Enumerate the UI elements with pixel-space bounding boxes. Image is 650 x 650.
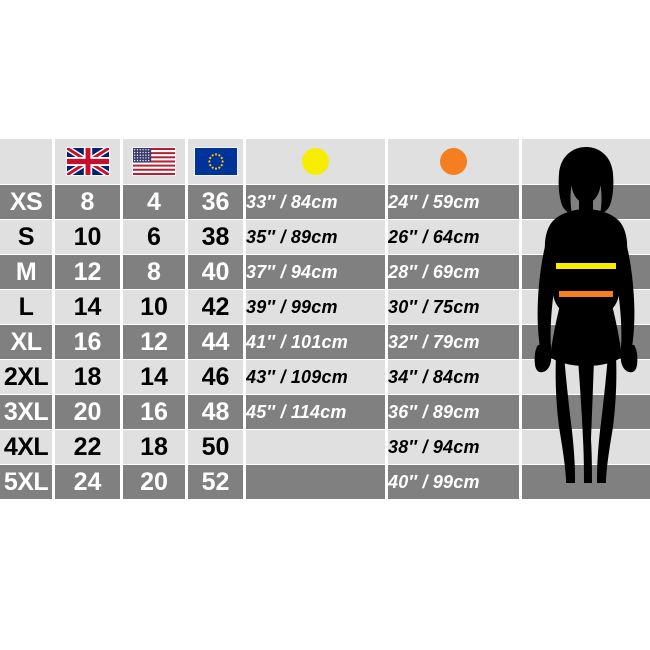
cell-size-label: XL [0, 325, 55, 360]
cell-eu-size: 42 [188, 290, 246, 325]
cell-waist-measurement: 36″ / 89cm [388, 395, 522, 430]
cell-uk-size: 12 [55, 255, 123, 290]
header-cell-size [0, 139, 55, 185]
cell-waist-measurement: 34″ / 84cm [388, 360, 522, 395]
figure-column-cell [522, 325, 650, 360]
cell-bust-measurement: 43″ / 109cm [246, 360, 388, 395]
cell-eu-size: 52 [188, 465, 246, 500]
cell-us-size: 6 [123, 220, 188, 255]
cell-uk-size: 24 [55, 465, 123, 500]
cell-eu-size: 36 [188, 185, 246, 220]
cell-size-label: 4XL [0, 430, 55, 465]
cell-us-size: 4 [123, 185, 188, 220]
table-row: M 12 8 40 37″ / 94cm 28″ / 69cm [0, 255, 650, 290]
waist-marker-icon [440, 148, 467, 175]
cell-size-label: XS [0, 185, 55, 220]
cell-bust-measurement [246, 430, 388, 465]
cell-eu-size: 48 [188, 395, 246, 430]
cell-us-size: 18 [123, 430, 188, 465]
size-conversion-table: XS 8 4 36 33″ / 84cm 24″ / 59cm S 10 6 38 35″ / 89… [0, 139, 650, 500]
cell-uk-size: 16 [55, 325, 123, 360]
cell-eu-size: 46 [188, 360, 246, 395]
cell-uk-size: 22 [55, 430, 123, 465]
cell-us-size: 16 [123, 395, 188, 430]
cell-bust-measurement: 37″ / 94cm [246, 255, 388, 290]
cell-us-size: 10 [123, 290, 188, 325]
cell-waist-measurement: 38″ / 94cm [388, 430, 522, 465]
eu-flag-icon [193, 147, 238, 176]
table-row: 2XL 18 14 46 43″ / 109cm 34″ / 84cm [0, 360, 650, 395]
cell-uk-size: 10 [55, 220, 123, 255]
cell-uk-size: 14 [55, 290, 123, 325]
cell-waist-measurement: 26″ / 64cm [388, 220, 522, 255]
cell-eu-size: 40 [188, 255, 246, 290]
cell-eu-size: 38 [188, 220, 246, 255]
cell-us-size: 8 [123, 255, 188, 290]
table-header-row [0, 139, 650, 185]
table-row: L 14 10 42 39″ / 99cm 30″ / 75cm [0, 290, 650, 325]
cell-waist-measurement: 24″ / 59cm [388, 185, 522, 220]
cell-us-size: 12 [123, 325, 188, 360]
cell-us-size: 20 [123, 465, 188, 500]
cell-eu-size: 50 [188, 430, 246, 465]
cell-size-label: 3XL [0, 395, 55, 430]
bust-marker-icon [302, 148, 329, 175]
cell-size-label: L [0, 290, 55, 325]
cell-size-label: S [0, 220, 55, 255]
cell-waist-measurement: 40″ / 99cm [388, 465, 522, 500]
table-row: 4XL 22 18 50 38″ / 94cm [0, 430, 650, 465]
cell-waist-measurement: 30″ / 75cm [388, 290, 522, 325]
cell-bust-measurement [246, 465, 388, 500]
cell-size-label: M [0, 255, 55, 290]
header-cell-bust [246, 139, 388, 185]
figure-column-cell [522, 360, 650, 395]
header-cell-eu [188, 139, 246, 185]
figure-column-cell [522, 395, 650, 430]
cell-uk-size: 18 [55, 360, 123, 395]
cell-uk-size: 20 [55, 395, 123, 430]
cell-size-label: 2XL [0, 360, 55, 395]
cell-size-label: 5XL [0, 465, 55, 500]
table-row: 3XL 20 16 48 45″ / 114cm 36″ / 89cm [0, 395, 650, 430]
header-cell-us [123, 139, 188, 185]
cell-waist-measurement: 28″ / 69cm [388, 255, 522, 290]
table-row: XL 16 12 44 41″ / 101cm 32″ / 79cm [0, 325, 650, 360]
cell-bust-measurement: 35″ / 89cm [246, 220, 388, 255]
cell-bust-measurement: 39″ / 99cm [246, 290, 388, 325]
cell-uk-size: 8 [55, 185, 123, 220]
cell-bust-measurement: 45″ / 114cm [246, 395, 388, 430]
uk-flag-icon [65, 147, 110, 176]
header-cell-waist [388, 139, 522, 185]
figure-column-cell [522, 465, 650, 500]
figure-column-cell [522, 185, 650, 220]
figure-column-cell [522, 220, 650, 255]
cell-bust-measurement: 33″ / 84cm [246, 185, 388, 220]
cell-eu-size: 44 [188, 325, 246, 360]
cell-us-size: 14 [123, 360, 188, 395]
figure-column-cell [522, 430, 650, 465]
figure-column-cell [522, 290, 650, 325]
header-cell-figure [522, 139, 650, 185]
cell-bust-measurement: 41″ / 101cm [246, 325, 388, 360]
cell-waist-measurement: 32″ / 79cm [388, 325, 522, 360]
table-row: 5XL 24 20 52 40″ / 99cm [0, 465, 650, 500]
table-row: XS 8 4 36 33″ / 84cm 24″ / 59cm [0, 185, 650, 220]
header-cell-uk [55, 139, 123, 185]
us-flag-icon [132, 147, 176, 176]
table-row: S 10 6 38 35″ / 89cm 26″ / 64cm [0, 220, 650, 255]
figure-column-cell [522, 255, 650, 290]
